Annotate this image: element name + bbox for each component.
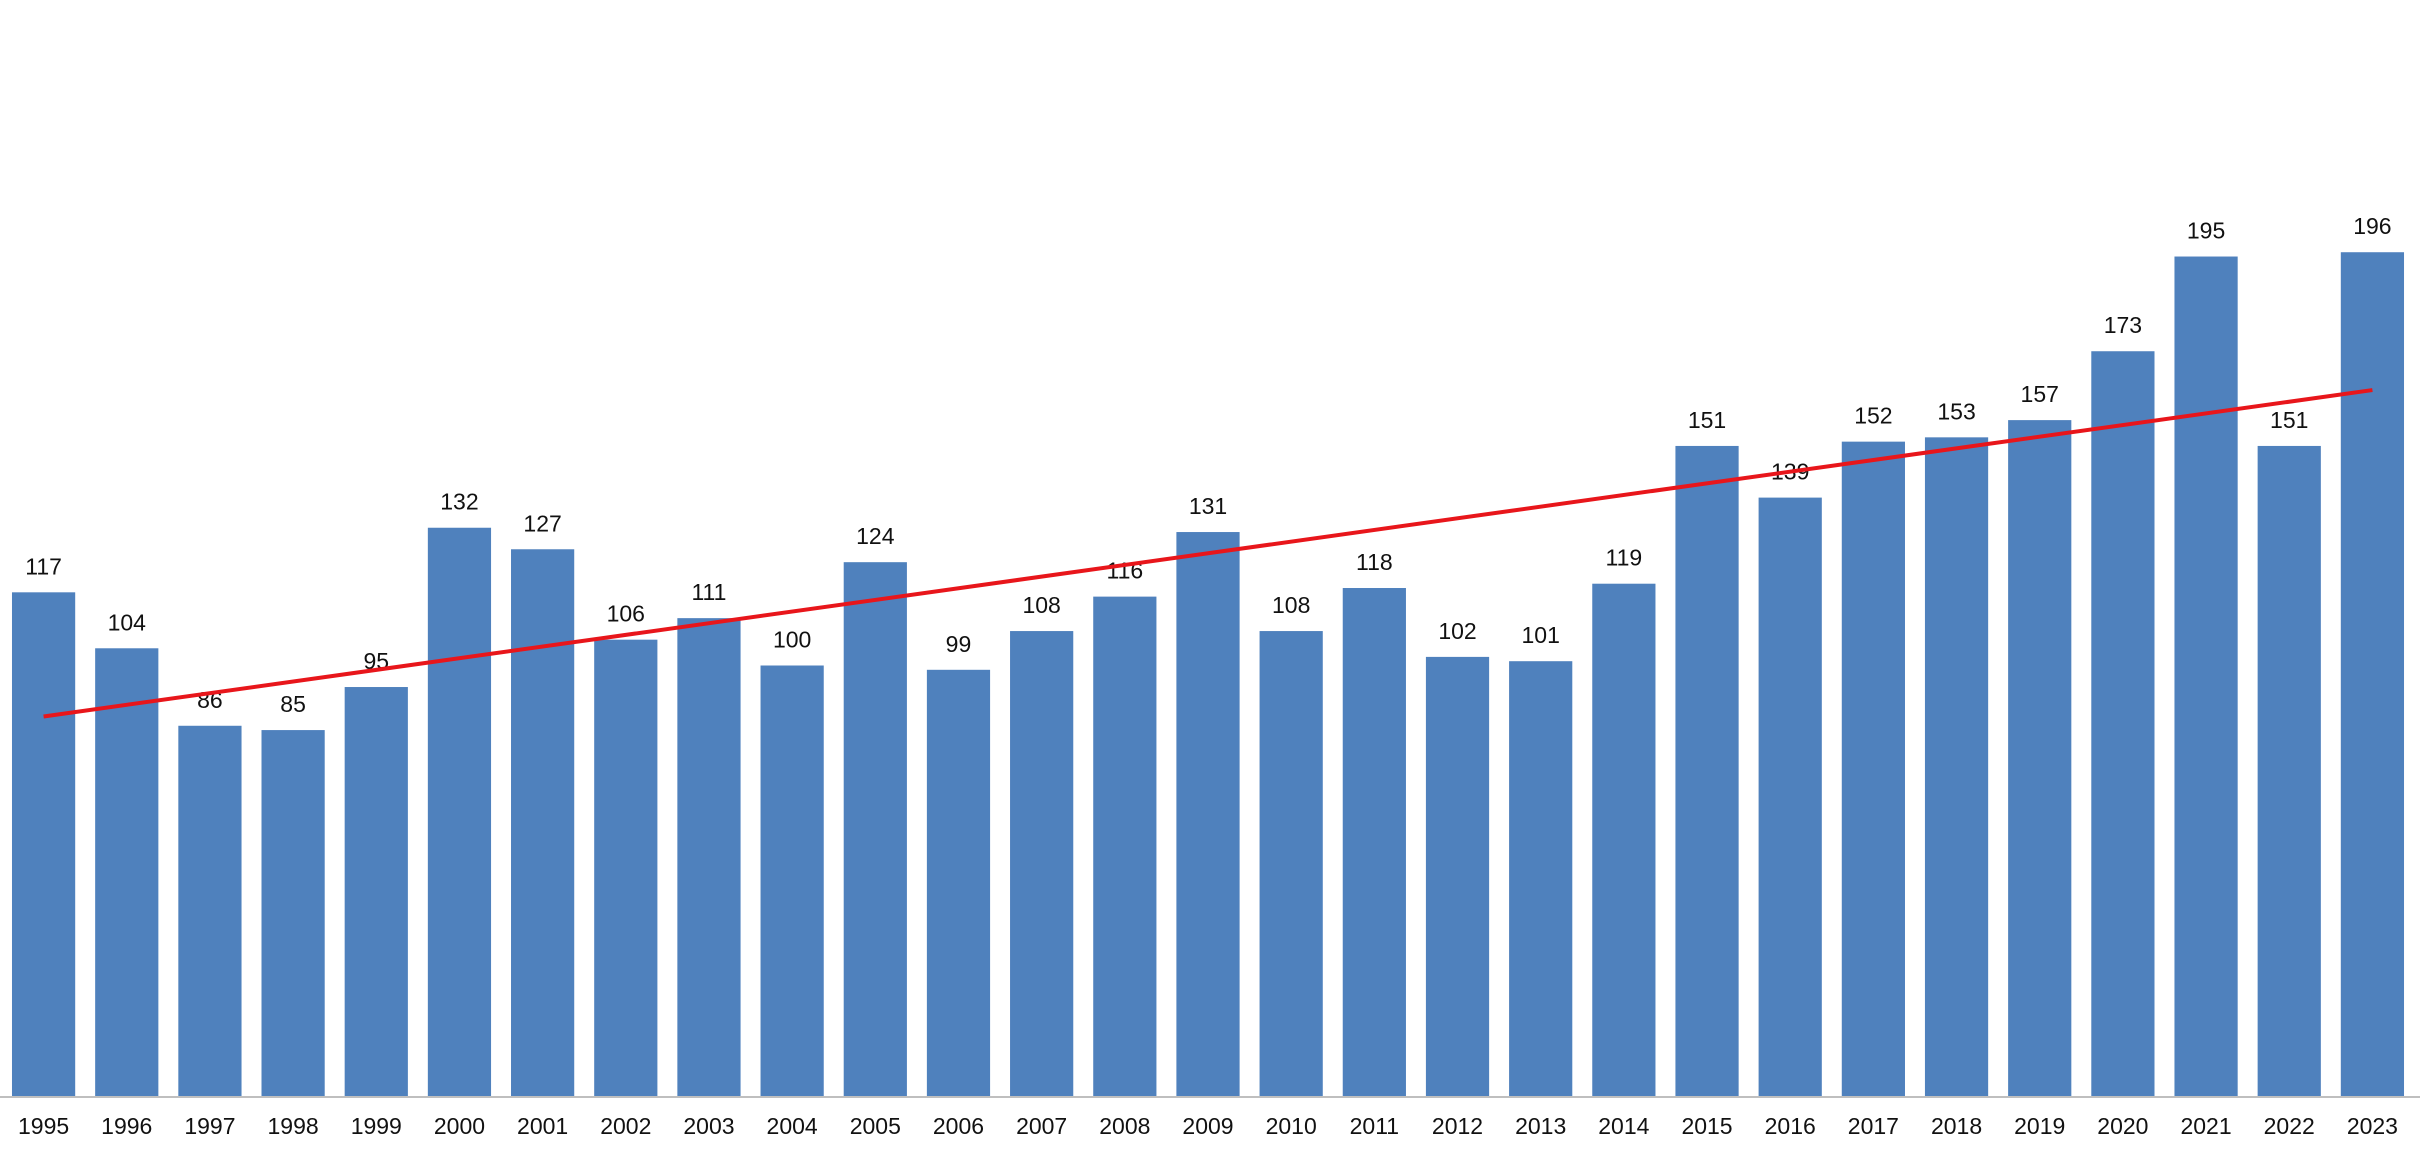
bar — [511, 549, 575, 1096]
bar — [344, 687, 408, 1096]
x-tick-label: 2017 — [1848, 1113, 1899, 1139]
x-tick-label: 1997 — [184, 1113, 235, 1139]
value-label: 119 — [1606, 545, 1643, 571]
bar — [261, 730, 325, 1096]
trendline — [43, 388, 2373, 719]
bar — [2091, 351, 2155, 1096]
value-label: 104 — [108, 609, 147, 635]
x-tick-label: 2000 — [434, 1113, 485, 1139]
x-tick-label: 2009 — [1182, 1113, 1233, 1139]
value-label: 108 — [1022, 592, 1060, 618]
x-tick-label: 2016 — [1765, 1113, 1816, 1139]
value-label: 117 — [25, 553, 62, 579]
x-tick-label: 2014 — [1598, 1113, 1649, 1139]
bar — [1010, 631, 1074, 1096]
value-label: 108 — [1272, 592, 1310, 618]
bar — [1509, 661, 1573, 1096]
x-tick-label: 2023 — [2347, 1113, 2398, 1139]
bar — [427, 527, 492, 1096]
bar — [843, 562, 907, 1096]
bar — [2257, 445, 2321, 1096]
bar — [1592, 583, 1656, 1096]
x-tick-label: 2007 — [1016, 1113, 1067, 1139]
bar — [2008, 420, 2072, 1096]
bar — [1758, 497, 1822, 1097]
x-tick-label: 2010 — [1266, 1113, 1317, 1139]
x-tick-label: 2022 — [2264, 1113, 2315, 1139]
value-label: 118 — [1356, 549, 1393, 575]
value-label: 195 — [2187, 218, 2225, 244]
x-tick-label: 1995 — [18, 1113, 69, 1139]
x-tick-label: 2015 — [1681, 1113, 1732, 1139]
value-label: 106 — [607, 601, 645, 627]
value-label: 173 — [2104, 312, 2142, 338]
value-label: 196 — [2353, 213, 2391, 239]
x-tick-label: 2021 — [2180, 1113, 2231, 1139]
x-tick-label: 2020 — [2097, 1113, 2148, 1139]
value-label: 151 — [2270, 407, 2308, 433]
x-tick-label: 2008 — [1099, 1113, 1150, 1139]
bar — [2174, 256, 2238, 1096]
bar — [1425, 656, 1490, 1096]
bar — [1841, 441, 1905, 1096]
value-label: 153 — [1937, 398, 1975, 424]
bar — [1093, 596, 1157, 1096]
value-label: 102 — [1438, 618, 1476, 644]
value-label: 124 — [856, 523, 895, 549]
x-tick-label: 1999 — [351, 1113, 402, 1139]
value-label: 100 — [773, 627, 811, 653]
x-tick-label: 2011 — [1350, 1113, 1399, 1139]
bar — [1342, 588, 1406, 1096]
bar — [926, 669, 991, 1096]
x-tick-label: 2018 — [1931, 1113, 1982, 1139]
x-tick-label: 1996 — [101, 1113, 152, 1139]
bar — [594, 639, 658, 1096]
x-tick-label: 2001 — [517, 1113, 568, 1139]
x-tick-label: 2013 — [1515, 1113, 1566, 1139]
x-tick-label: 2005 — [850, 1113, 901, 1139]
value-label: 152 — [1854, 403, 1892, 429]
bar — [1675, 445, 1739, 1096]
bar — [677, 618, 741, 1096]
x-tick-label: 2004 — [767, 1113, 818, 1139]
x-tick-label: 2019 — [2014, 1113, 2065, 1139]
x-tick-label: 2006 — [933, 1113, 984, 1139]
value-label: 151 — [1688, 407, 1726, 433]
x-tick-label: 2003 — [683, 1113, 734, 1139]
x-tick-label: 2012 — [1432, 1113, 1483, 1139]
bar — [1176, 532, 1240, 1096]
value-label: 101 — [1522, 622, 1560, 648]
bar — [1259, 631, 1323, 1096]
value-label: 111 — [691, 579, 726, 605]
x-tick-label: 1998 — [268, 1113, 319, 1139]
value-label: 127 — [523, 510, 561, 536]
value-label: 131 — [1189, 493, 1227, 519]
bar — [95, 648, 159, 1096]
bar — [1924, 437, 1989, 1097]
value-label: 85 — [280, 691, 306, 717]
bar — [760, 665, 824, 1096]
bar — [178, 725, 242, 1096]
x-tick-label: 2002 — [600, 1113, 651, 1139]
value-label: 99 — [946, 631, 972, 657]
bar — [2340, 252, 2405, 1097]
bar — [11, 592, 76, 1096]
value-label: 132 — [440, 489, 478, 515]
value-label: 157 — [2021, 381, 2059, 407]
